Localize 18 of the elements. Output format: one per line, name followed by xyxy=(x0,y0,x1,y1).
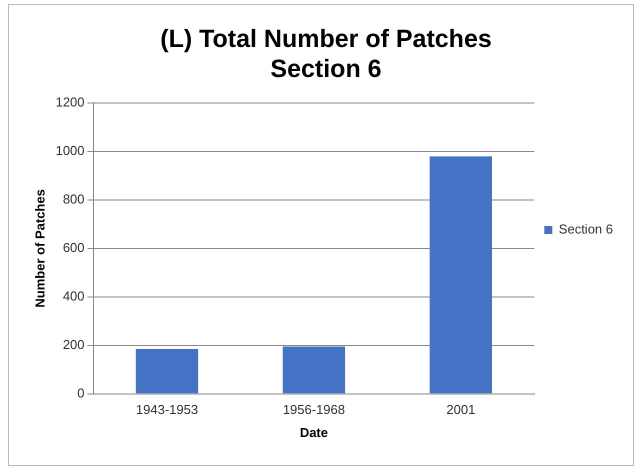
x-axis-title: Date xyxy=(300,424,328,440)
y-tick-label: 0 xyxy=(77,385,85,400)
x-tick-label: 1943-1953 xyxy=(136,402,198,418)
y-tick-label: 600 xyxy=(62,240,85,255)
y-tick-label: 800 xyxy=(62,192,85,207)
bar xyxy=(430,156,492,394)
legend-label: Section 6 xyxy=(558,222,613,237)
y-tick-label: 200 xyxy=(62,336,85,352)
y-tick-label: 400 xyxy=(62,288,85,304)
x-tick-label: 2001 xyxy=(446,402,476,418)
y-axis-title: Number of Patches xyxy=(32,189,48,308)
bar xyxy=(136,348,198,394)
x-tick-label: 1956-1968 xyxy=(282,402,345,418)
text: (L) Total Number of Patches xyxy=(160,24,492,53)
bar xyxy=(282,346,346,394)
y-tick-label: 1000 xyxy=(56,143,85,158)
y-tick-label: 1200 xyxy=(56,94,85,110)
text: Section 6 xyxy=(270,54,382,83)
